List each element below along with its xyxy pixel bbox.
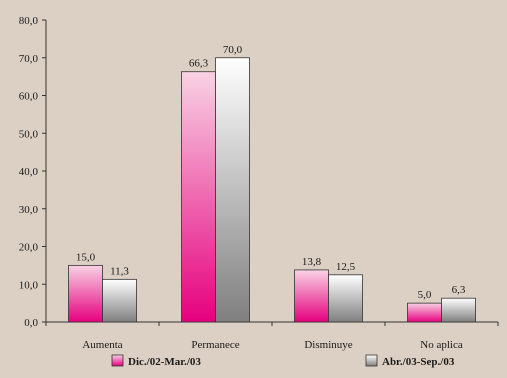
data-label: 66,3 xyxy=(189,58,209,70)
y-tick-label: 30,0 xyxy=(19,204,39,216)
y-tick-label: 70,0 xyxy=(19,53,39,65)
bar-abr03-sep03 xyxy=(102,278,137,323)
category-label: Permanece xyxy=(191,339,239,351)
data-label: 6,3 xyxy=(452,284,466,296)
bar-dic02-mar03 xyxy=(407,302,442,323)
bar-dic02-mar03 xyxy=(68,264,103,323)
bar-abr03-sep03 xyxy=(441,297,476,323)
category-label: Aumenta xyxy=(82,339,122,351)
category-label: Disminuye xyxy=(304,339,352,351)
data-label: 15,0 xyxy=(76,251,96,263)
data-label: 70,0 xyxy=(223,44,243,56)
category-label: No aplica xyxy=(420,339,463,351)
y-tick-label: 60,0 xyxy=(19,91,39,103)
bar-dic02-mar03 xyxy=(181,71,216,323)
legend-label: Dic./02-Mar./03 xyxy=(128,356,201,368)
legend-swatch xyxy=(365,354,378,367)
y-tick-label: 20,0 xyxy=(19,242,39,254)
y-tick-label: 50,0 xyxy=(19,128,39,140)
data-label: 5,0 xyxy=(418,289,432,301)
y-tick-label: 0,0 xyxy=(24,317,38,329)
legend-swatch xyxy=(111,354,124,367)
bar-dic02-mar03 xyxy=(294,269,329,323)
y-tick-label: 80,0 xyxy=(19,15,39,27)
bars xyxy=(68,57,476,323)
data-label: 11,3 xyxy=(110,265,129,277)
data-labels: 15,0 11,3 66,3 70,0 13,8 12,5 5,0 6,3 xyxy=(76,44,466,301)
legend: Dic./02-Mar./03 Abr./03-Sep./03 xyxy=(111,354,455,368)
data-label: 12,5 xyxy=(336,261,356,273)
bar-abr03-sep03 xyxy=(328,274,363,323)
y-tick-label: 40,0 xyxy=(19,166,39,178)
y-tick-label: 10,0 xyxy=(19,279,39,291)
legend-label: Abr./03-Sep./03 xyxy=(382,356,455,368)
data-label: 13,8 xyxy=(302,256,322,268)
bar-abr03-sep03 xyxy=(215,57,250,323)
